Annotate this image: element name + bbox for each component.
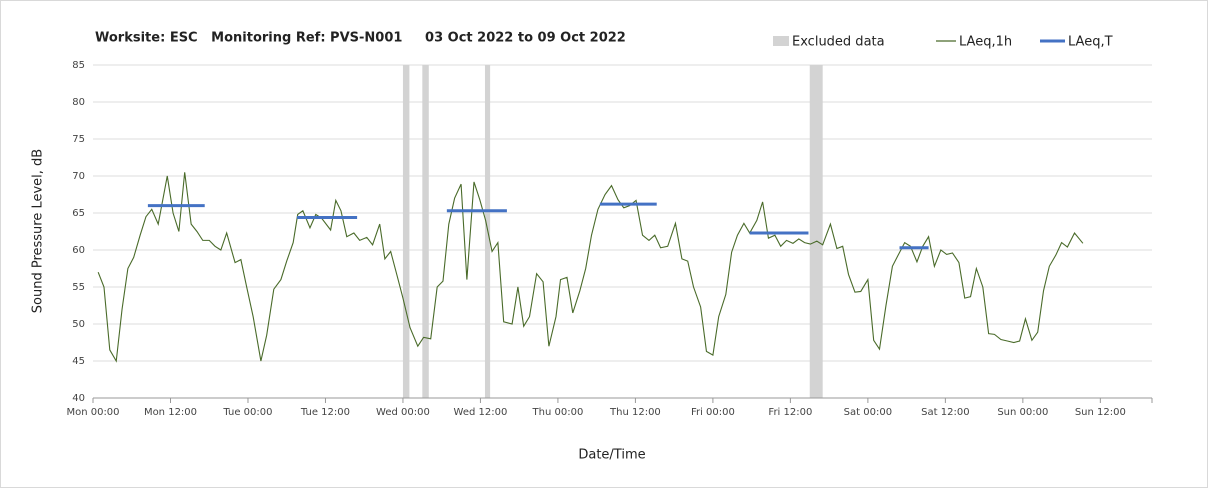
x-tick-label: Wed 12:00 (454, 407, 508, 418)
x-tick-label: Mon 12:00 (144, 407, 197, 418)
x-tick-label: Mon 00:00 (66, 407, 119, 418)
excluded-band (809, 65, 823, 398)
x-tick-label: Sun 12:00 (1075, 407, 1126, 418)
legend-swatch (773, 36, 789, 46)
legend-label: LAeq,1h (959, 35, 1012, 50)
y-tick-label: 45 (72, 356, 85, 367)
x-tick-label: Sun 00:00 (997, 407, 1048, 418)
excluded-band (422, 65, 429, 398)
y-axis-label: Sound Pressure Level, dB (31, 149, 46, 313)
y-tick-label: 70 (72, 171, 85, 182)
y-tick-label: 55 (72, 282, 85, 293)
x-tick-label: Sat 12:00 (921, 407, 969, 418)
y-tick-label: 40 (72, 393, 85, 404)
y-tick-label: 50 (72, 319, 85, 330)
y-tick-label: 80 (72, 97, 85, 108)
x-tick-label: Sat 00:00 (844, 407, 892, 418)
x-tick-label: Tue 00:00 (222, 407, 272, 418)
legend-label: LAeq,T (1068, 35, 1113, 50)
legend-label: Excluded data (792, 35, 885, 50)
x-axis-label: Date/Time (578, 448, 645, 463)
y-tick-label: 65 (72, 208, 85, 219)
y-tick-label: 60 (72, 245, 85, 256)
x-tick-label: Wed 00:00 (376, 407, 430, 418)
excluded-band (402, 65, 410, 398)
y-tick-label: 85 (72, 60, 85, 71)
x-tick-label: Tue 12:00 (300, 407, 350, 418)
chart-title: Worksite: ESC Monitoring Ref: PVS-N001 0… (95, 31, 626, 46)
series-line (97, 172, 1084, 363)
x-tick-label: Fri 12:00 (768, 407, 812, 418)
x-tick-label: Fri 00:00 (691, 407, 735, 418)
x-tick-label: Thu 12:00 (609, 407, 661, 418)
x-tick-label: Thu 00:00 (532, 407, 584, 418)
y-tick-label: 75 (72, 134, 85, 145)
